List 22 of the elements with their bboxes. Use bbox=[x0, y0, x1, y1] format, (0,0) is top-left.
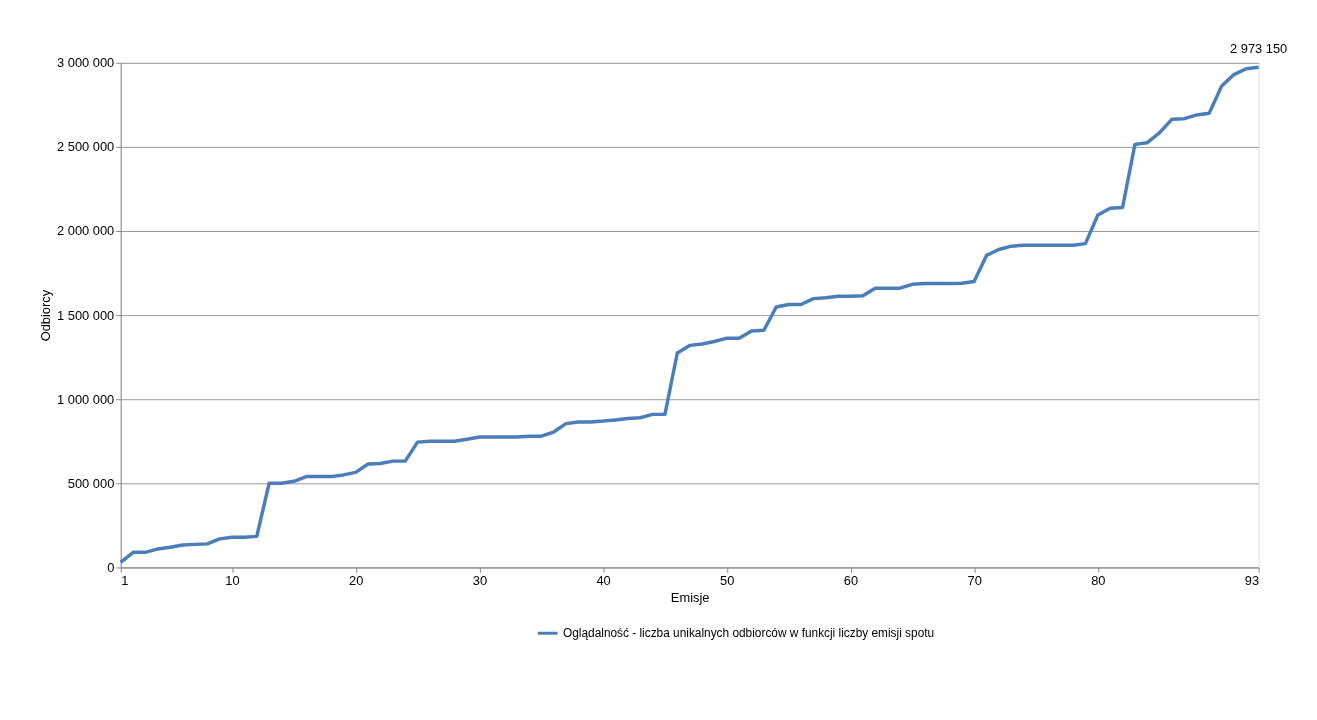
y-tick-label: 0 bbox=[107, 559, 115, 575]
y-axis-title: Odbiorcy bbox=[38, 289, 54, 342]
y-tick-label: 1 000 000 bbox=[57, 391, 115, 407]
x-tick-label: 20 bbox=[349, 572, 364, 588]
x-tick-label: 93 bbox=[1244, 572, 1260, 588]
x-tick-label: 1 bbox=[121, 572, 129, 588]
legend-label: Oglądalność - liczba unikalnych odbiorców w funkcji liczby emisji spotu bbox=[563, 626, 935, 641]
x-tick-label: 10 bbox=[225, 572, 240, 588]
y-tick-label: 3 000 000 bbox=[57, 55, 115, 71]
x-axis-title: Emisje bbox=[670, 589, 710, 605]
y-tick-label: 2 000 000 bbox=[57, 223, 115, 239]
x-tick-label: 30 bbox=[472, 572, 488, 588]
x-tick-label: 50 bbox=[720, 572, 735, 588]
x-tick-label: 40 bbox=[596, 572, 611, 588]
x-tick-label: 60 bbox=[843, 572, 859, 588]
x-tick-label: 70 bbox=[967, 572, 982, 588]
y-tick-label: 1 500 000 bbox=[57, 307, 115, 323]
y-tick-label: 2 500 000 bbox=[57, 139, 115, 155]
x-tick-label: 80 bbox=[1091, 572, 1106, 588]
annotation: 2 973 150 bbox=[1230, 41, 1288, 57]
y-tick-label: 500 000 bbox=[67, 475, 115, 491]
line-series bbox=[118, 65, 1261, 565]
